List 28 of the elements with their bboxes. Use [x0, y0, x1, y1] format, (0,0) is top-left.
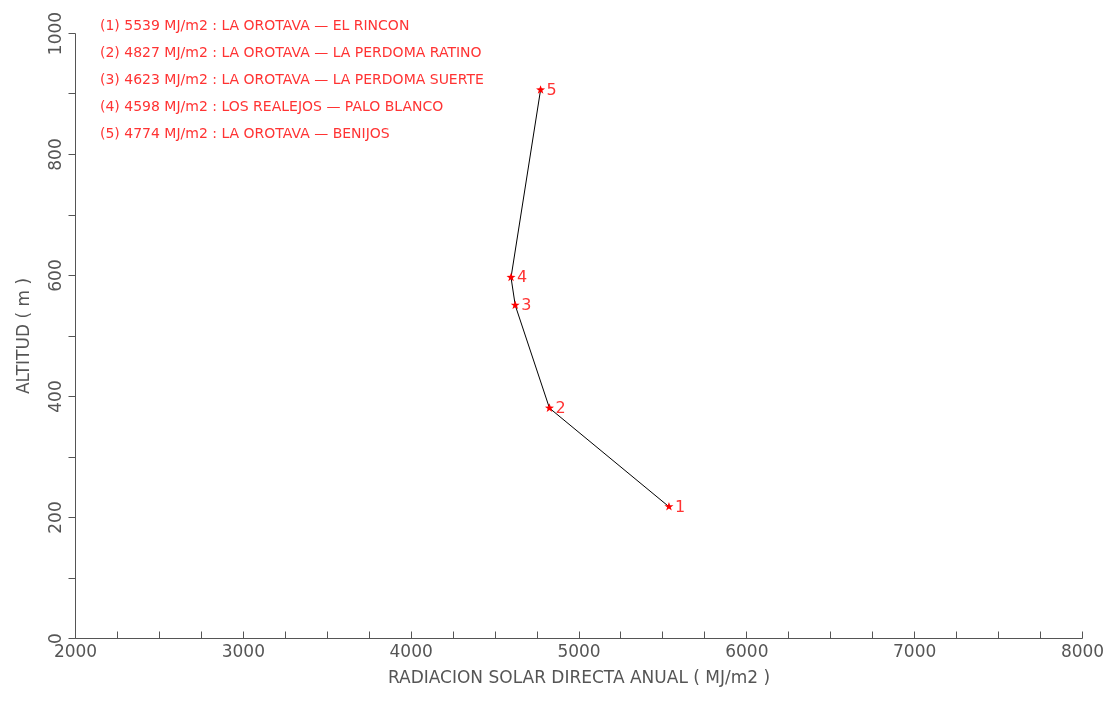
y-tick-label: 1000 [44, 11, 65, 56]
y-tick-label: 400 [44, 380, 65, 413]
annotation: (5) 4774 MJ/m2 : LA OROTAVA — BENIJOS [100, 125, 390, 141]
x-tick-label: 6000 [725, 640, 769, 661]
annotation: (4) 4598 MJ/m2 : LOS REALEJOS — PALO BLANCO [100, 98, 444, 114]
point [544, 403, 554, 412]
point [664, 501, 674, 511]
point [510, 300, 520, 310]
annotation: 2 [555, 398, 566, 418]
x-tick-label: 7000 [893, 640, 937, 661]
x-tick-label: 3000 [221, 640, 265, 661]
text: (1) 5539 MJ/m2 : LA OROTAVA — EL RINCON [100, 17, 410, 33]
y-tick-label: 200 [44, 501, 65, 534]
y-tick-label: 800 [44, 138, 65, 171]
annotation: (2) 4827 MJ/m2 : LA OROTAVA — LA PERDOMA RATINO [100, 44, 482, 60]
x-axis-title: RADIACION SOLAR DIRECTA ANUAL ( MJ/m2 ) [387, 666, 771, 687]
annotation: (3) 4623 MJ/m2 : LA OROTAVA — LA PERDOMA SUERTE [100, 71, 484, 87]
annotation: 3 [521, 295, 532, 315]
x-tick-label: 8000 [1060, 640, 1105, 661]
y-tick-label: 600 [44, 259, 65, 292]
point [506, 272, 516, 282]
y-axis-title: ALTITUD ( m ) [12, 277, 33, 395]
annotation: 5 [546, 79, 557, 99]
annotation: 1 [674, 496, 686, 516]
x-tick-label: 5000 [557, 640, 601, 661]
x-tick-label: 4000 [389, 640, 433, 661]
annotation: 4 [517, 267, 528, 287]
point [536, 85, 546, 94]
